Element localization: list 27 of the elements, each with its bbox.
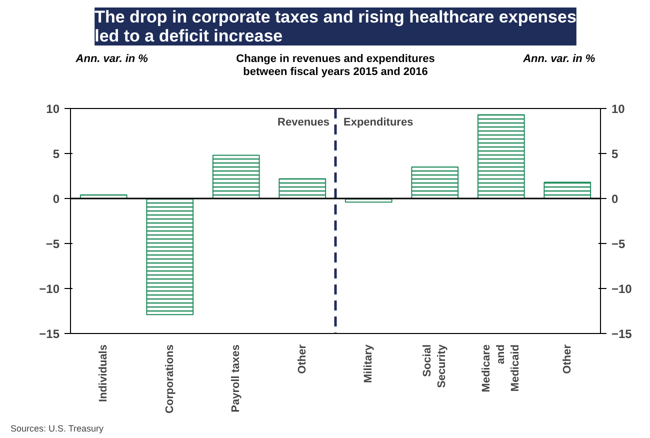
y2-axis-title: Ann. var. in % [522,53,596,65]
y2-tick-label: −10 [612,282,632,296]
y-tick-label: −10 [39,282,60,296]
y2-tick-label: −15 [612,327,632,341]
source-note: Sources: U.S. Treasury [10,424,104,434]
y2-tick-label: 0 [612,192,618,206]
y-tick-label: 5 [52,147,60,161]
x-tick-label: Other [561,344,574,374]
y2-tick-label: 5 [612,147,618,161]
y-tick-label: 0 [52,192,60,206]
x-tick-label: Corporations [164,344,176,414]
annotation: Expenditures [344,116,414,128]
x-tick-label: Social Security [422,344,448,388]
y-tick-label: −15 [39,327,60,341]
y-axis-title: Ann. var. in % [74,53,148,65]
x-tick-label: Medicare and Medicaid [480,344,522,392]
y-tick-label: −5 [46,237,60,251]
y2-tick-label: −5 [612,237,626,251]
x-tick-label: Payroll taxes [230,344,242,412]
chart-subtitle: Change in revenues and expenditures between fiscal years 2015 and 2016 [236,53,435,78]
chart-title: The drop in corporate taxes and rising healthcare expenses led to a deficit increase [94,8,576,46]
x-tick-label: Other [296,344,308,374]
y-tick-label: 10 [46,102,60,116]
annotation: Revenues [278,116,330,128]
y2-tick-label: 10 [612,102,626,116]
x-tick-label: Individuals [98,344,110,402]
x-tick-label: Military [362,344,375,384]
